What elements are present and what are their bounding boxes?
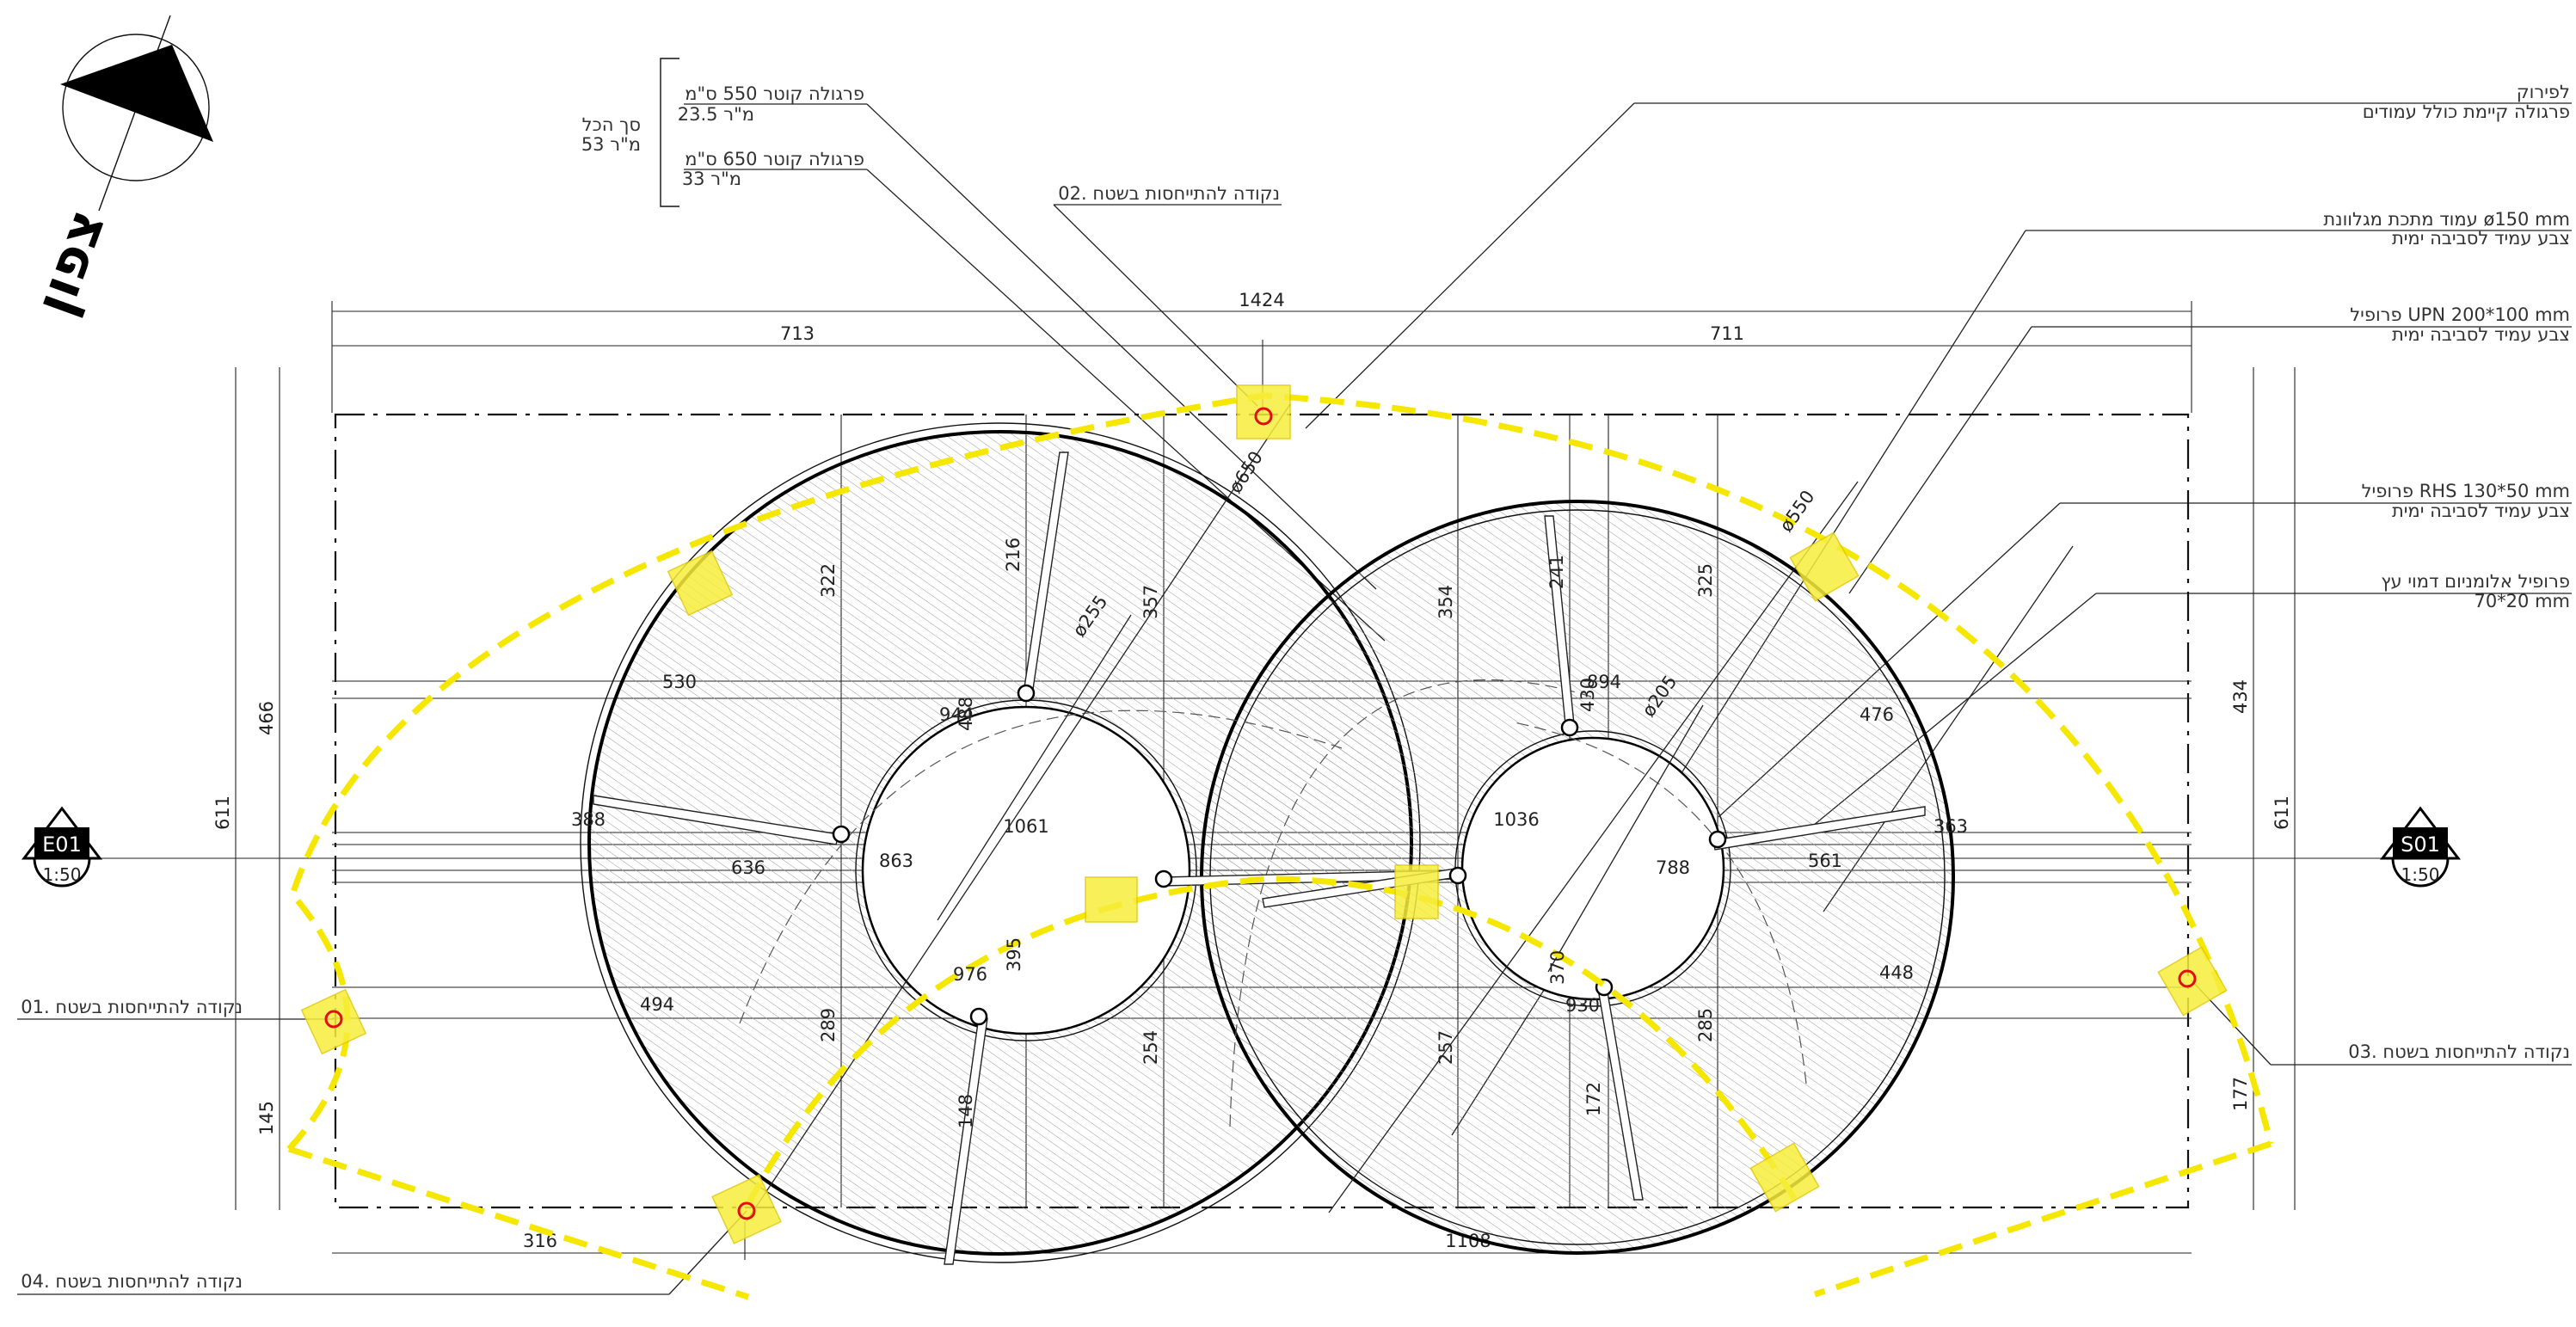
- dim-v976: 976: [953, 964, 987, 985]
- section-s01-id: S01: [2401, 832, 2440, 857]
- dim-right-height: 611: [2272, 796, 2292, 830]
- ref-point-01-icon: [324, 1010, 343, 1029]
- dim-v1036: 1036: [1493, 809, 1539, 830]
- dim-v357: 357: [1140, 585, 1161, 619]
- ref-point-01-label: 01. נקודה להתייחסות בשטח: [21, 997, 243, 1017]
- ref-point-04-icon: [737, 1201, 756, 1220]
- dim-v448: 448: [1879, 962, 1914, 983]
- dim-v636: 636: [731, 857, 765, 878]
- column-icon: [1448, 866, 1467, 885]
- pergola-650-title: פרגולה קוטר 650 ס"מ: [685, 149, 864, 169]
- note-rhs-line1: פרופיל RHS 130*50 mm: [2362, 481, 2570, 501]
- ref-point-labels: 02. נקודה להתייחסות בשטח 01. נקודה להתיי…: [17, 183, 2572, 1295]
- dim-v172: 172: [1583, 1082, 1604, 1116]
- note-alu-line2: 70*20 mm: [2474, 591, 2570, 611]
- inner-dimensions: ø650 ø550 ø255 ø205 216 322 357 354 241 …: [571, 447, 1968, 1128]
- dim-v1061: 1061: [1003, 816, 1048, 837]
- dim-v476: 476: [1860, 704, 1894, 725]
- column-icon: [832, 825, 851, 844]
- pergola-550-title: פרגולה קוטר 550 ס"מ: [685, 83, 864, 104]
- columns: [832, 684, 1727, 1026]
- dim-v322: 322: [818, 563, 839, 598]
- section-e01-scale: 1:50: [43, 864, 82, 885]
- pergola-650-area: 33 מ"ר: [682, 169, 741, 189]
- dim-d550: ø550: [1775, 487, 1818, 536]
- north-circle: [62, 34, 210, 181]
- highlight-markers: [300, 384, 2228, 1244]
- north-label: צפון: [22, 201, 117, 323]
- dim-v530: 530: [662, 672, 697, 692]
- north-arrow-icon: [60, 45, 213, 142]
- ref-point-04-label: 04. נקודה להתייחסות בשטח: [21, 1271, 243, 1292]
- column-icon: [1560, 718, 1579, 737]
- note-demolish-line1: לפירוק: [2517, 82, 2570, 102]
- north-axis: [98, 15, 171, 212]
- note-rhs-line2: צבע עמיד לסביבה ימית: [2392, 501, 2570, 521]
- notes-column: לפירוק פרגולה קיימת כולל עמודים עמוד מתכ…: [1305, 82, 2572, 1136]
- dim-right-lower: 177: [2230, 1077, 2251, 1111]
- dim-v494: 494: [640, 994, 674, 1015]
- reference-points: [324, 407, 2197, 1220]
- dim-left-height: 611: [212, 796, 233, 830]
- totals-line1: סך הכל: [582, 114, 641, 135]
- dim-left-half: 713: [780, 323, 815, 344]
- column-icon: [1017, 684, 1036, 703]
- dim-v388: 388: [571, 809, 606, 830]
- dim-v788: 788: [1656, 857, 1690, 878]
- section-marker-e01[interactable]: E01 1:50: [21, 806, 103, 888]
- column-icon: [1708, 830, 1727, 849]
- dim-v325: 325: [1695, 563, 1716, 598]
- pergola-550: [1200, 500, 1955, 1255]
- column-icon: [969, 1007, 988, 1026]
- dim-total-width: 1424: [1239, 290, 1284, 310]
- new-footprint-outline: [286, 392, 2274, 1300]
- dim-left-upper: 466: [256, 701, 277, 735]
- dim-v488: 488: [956, 697, 976, 731]
- dim-v944: 944: [939, 704, 974, 725]
- diameter-leaders: [746, 403, 1859, 1222]
- dim-v254: 254: [1140, 1030, 1161, 1065]
- ref-point-02-icon: [1254, 407, 1273, 426]
- section-e01-id: E01: [42, 832, 82, 857]
- ref-point-03-icon: [2178, 969, 2197, 988]
- top-dimensions: 1424 713 711: [331, 290, 2192, 413]
- dim-v363: 363: [1934, 816, 1968, 837]
- section-marker-s01[interactable]: S01 1:50: [2379, 806, 2462, 888]
- dim-right-half: 711: [1710, 323, 1744, 344]
- ref-point-03-label: 03. נקודה להתייחסות בשטח: [2348, 1041, 2570, 1062]
- section-s01-scale: 1:50: [2401, 864, 2440, 885]
- dim-v894: 894: [1587, 672, 1621, 692]
- dim-left-lower: 145: [256, 1101, 277, 1135]
- dim-v354: 354: [1436, 585, 1456, 619]
- north-arrow: צפון: [22, 15, 213, 323]
- totals-line2: 53 מ"ר: [581, 134, 641, 155]
- right-dimensions: 434 177 611: [2230, 367, 2296, 1210]
- dim-v289: 289: [818, 1008, 839, 1042]
- dim-v285: 285: [1695, 1008, 1716, 1042]
- dim-v430: 430: [1577, 678, 1598, 712]
- note-alu-line1: פרופיל אלומניום דמוי עץ: [2381, 571, 2570, 592]
- dim-v148: 148: [956, 1094, 976, 1128]
- dim-d650: ø650: [1225, 447, 1267, 496]
- left-dimensions: 611 466 145: [212, 367, 280, 1210]
- dim-v930: 930: [1565, 995, 1600, 1016]
- note-demolish-line2: פרגולה קיימת כולל עמודים: [2363, 101, 2570, 122]
- ref-point-02-label: 02. נקודה להתייחסות בשטח: [1058, 183, 1280, 204]
- dim-v370: 370: [1547, 950, 1568, 985]
- dim-v561: 561: [1808, 851, 1842, 871]
- note-upn-line2: צבע עמיד לסביבה ימית: [2392, 324, 2570, 345]
- dim-right-upper: 434: [2230, 679, 2251, 714]
- dim-v216: 216: [1003, 538, 1024, 572]
- dim-v395: 395: [1004, 937, 1024, 972]
- column-icon: [1154, 869, 1173, 888]
- dim-v863: 863: [879, 851, 913, 871]
- pergola-550-area: 23.5 מ"ר: [678, 104, 754, 125]
- note-column-line2: צבע עמיד לסביבה ימית: [2392, 228, 2570, 249]
- dim-v257: 257: [1436, 1030, 1456, 1065]
- note-column-line1: עמוד מתכת מגלוונת ø150 mm: [2323, 209, 2570, 230]
- dim-v241: 241: [1546, 555, 1567, 589]
- note-upn-line1: פרופיל UPN 200*100 mm: [2350, 304, 2570, 325]
